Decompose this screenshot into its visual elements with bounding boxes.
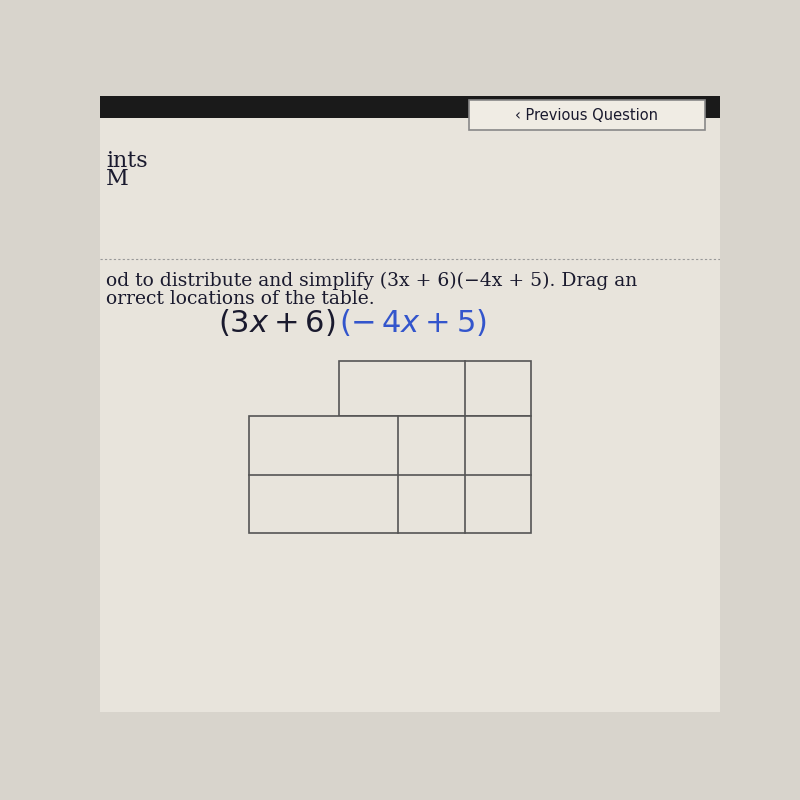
Text: $(-\,4x+5)$: $(-\,4x+5)$ bbox=[338, 309, 486, 339]
FancyBboxPatch shape bbox=[469, 100, 705, 130]
Text: $(3x+6)$: $(3x+6)$ bbox=[218, 309, 336, 339]
Bar bbox=[338, 361, 531, 416]
Text: M: M bbox=[106, 168, 129, 190]
Text: ints: ints bbox=[106, 150, 148, 172]
Text: od to distribute and simplify (3x + 6)(−4x + 5). Drag an: od to distribute and simplify (3x + 6)(−… bbox=[106, 272, 638, 290]
Text: orrect locations of the table.: orrect locations of the table. bbox=[106, 290, 375, 308]
Bar bbox=[100, 96, 720, 118]
Bar bbox=[249, 416, 531, 534]
Text: ‹ Previous Question: ‹ Previous Question bbox=[515, 107, 658, 122]
